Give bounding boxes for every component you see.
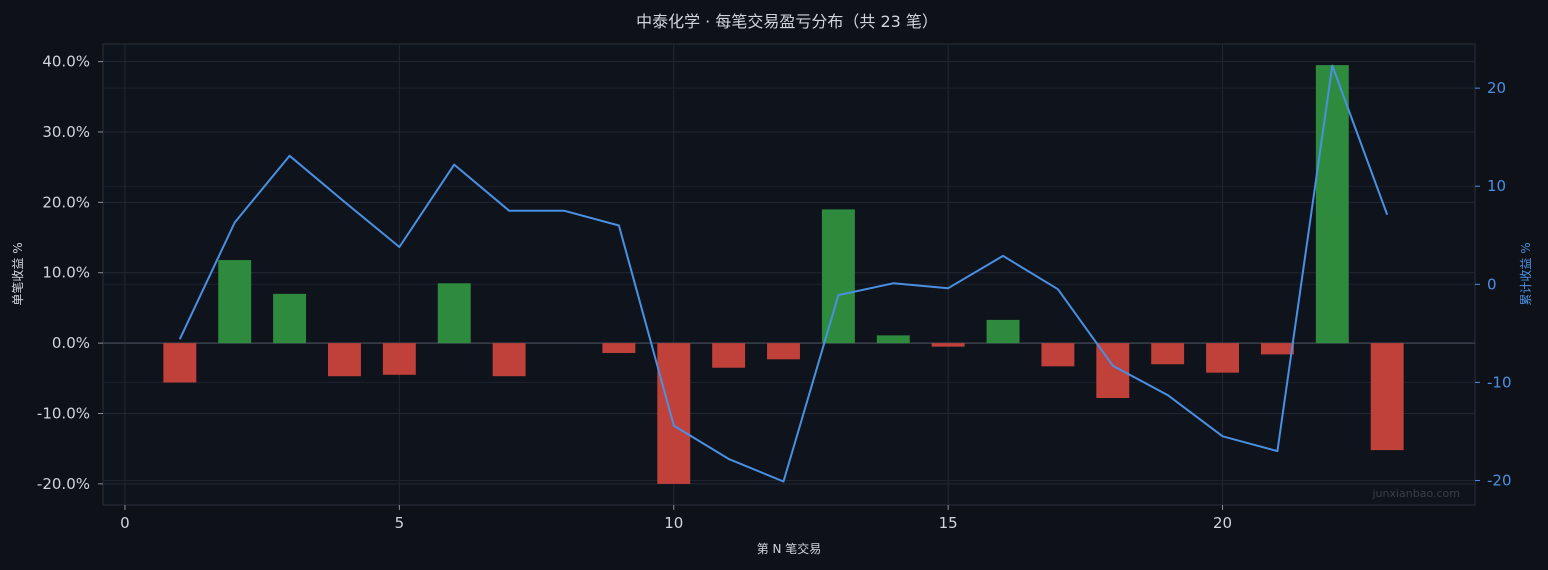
y-tick-label: 10.0% [42,264,90,282]
x-tick-label: 5 [395,514,405,532]
bar [1041,343,1075,367]
bar [1206,343,1240,373]
x-tick-label: 15 [939,514,958,532]
y-tick-label: 0.0% [52,334,90,352]
x-axis-label: 第 N 笔交易 [757,541,822,556]
y-tick-label: -20.0% [37,475,90,493]
bar [657,343,691,484]
y-tick-label: -10.0% [37,405,90,423]
x-tick-label: 20 [1213,514,1232,532]
bar [986,319,1020,344]
bar [1260,343,1294,355]
bar [821,209,855,344]
cumulative-line [178,64,1389,483]
y2-tick-label: 0 [1487,275,1497,293]
bar [1370,343,1404,451]
y-tick-label: 30.0% [42,123,90,141]
plot-area [102,43,1476,506]
line-series [178,64,1389,483]
bar [273,293,307,344]
y2-axis-label: 累计收益 % [1519,242,1533,305]
bar [1315,65,1349,344]
bar [602,343,636,353]
axis-ticks: 0 5 10 15 20 40.0% 30.0% 20.0% 10.0% 0.0% -10.0% -2… [37,53,1512,532]
bar [437,283,471,344]
x-tick-label: 10 [664,514,683,532]
chart-title: 中泰化学 · 每笔交易盈亏分布（共 23 笔） [636,12,938,31]
y2-tick-label: -20 [1487,471,1512,489]
bar [1151,343,1185,365]
x-tick-label: 0 [120,514,130,532]
bar [1096,343,1130,399]
bar [876,335,910,344]
y2-tick-label: 20 [1487,79,1506,97]
bar [492,343,526,377]
bar [218,260,252,344]
bar [328,343,361,377]
watermark: junxianbao.com [1371,487,1460,500]
bar [382,343,416,375]
y-axis-label: 单笔收益 % [10,242,25,305]
y2-tick-label: -10 [1487,373,1512,391]
bar [163,343,197,383]
bar [931,343,965,347]
y2-tick-label: 10 [1487,177,1506,195]
y-tick-label: 20.0% [42,193,90,211]
bar-series [163,65,1404,484]
bar [712,343,746,368]
y-tick-label: 40.0% [42,53,90,71]
bar [767,343,800,360]
